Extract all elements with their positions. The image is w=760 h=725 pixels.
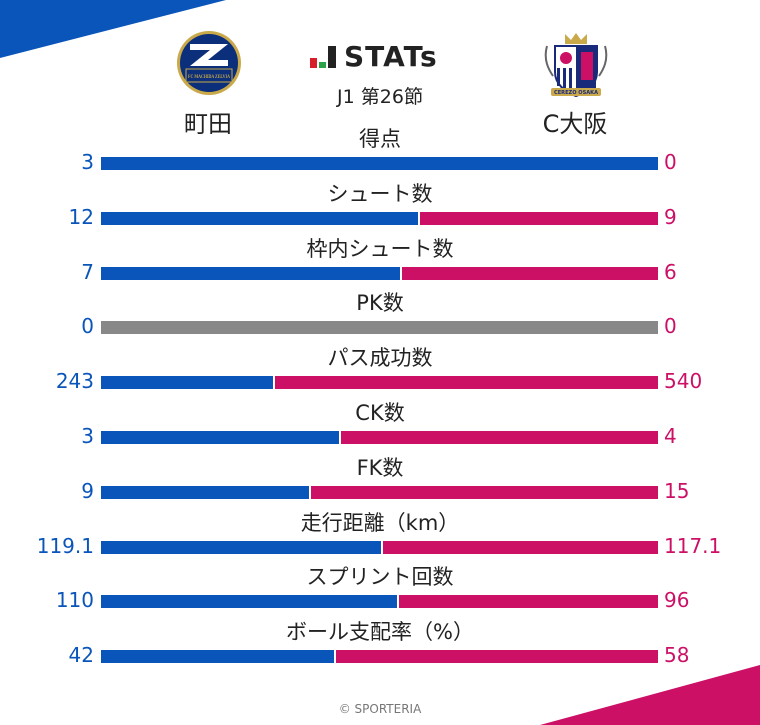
footer-credit: © SPORTERIA xyxy=(338,702,422,716)
away-logo-text: CEREZO OSAKA xyxy=(554,90,598,96)
stat-label: 得点 xyxy=(359,127,401,151)
home-value: 9 xyxy=(81,478,94,503)
away-value: 0 xyxy=(664,314,677,339)
stat-label: FK数 xyxy=(356,455,404,480)
home-value: 7 xyxy=(81,259,94,284)
away-bar xyxy=(420,211,658,225)
away-bar xyxy=(340,431,658,444)
home-bar xyxy=(101,540,381,554)
home-value: 243 xyxy=(55,369,94,394)
away-bar xyxy=(382,540,658,554)
away-value: 15 xyxy=(664,478,690,503)
home-value: 0 xyxy=(81,314,94,339)
machida-zelvia-logo: FC MACHIDA ZELVIA xyxy=(177,31,241,95)
away-value: 9 xyxy=(664,204,677,229)
away-bar xyxy=(274,376,658,390)
home-bar xyxy=(101,431,339,444)
home-value: 12 xyxy=(68,204,94,229)
away-team-name: C大阪 xyxy=(542,110,608,138)
cerezo-osaka-logo: CEREZO OSAKA xyxy=(544,33,608,98)
home-value: 42 xyxy=(68,643,94,668)
neutral-bar xyxy=(101,321,658,335)
stat-label: 走行距離（km） xyxy=(300,510,460,535)
home-bar xyxy=(101,157,658,170)
home-value: 110 xyxy=(55,588,94,613)
home-bar xyxy=(101,211,419,225)
home-value: 119.1 xyxy=(36,533,94,558)
home-bar xyxy=(101,376,273,390)
away-value: 0 xyxy=(664,150,677,174)
away-bar xyxy=(399,595,658,609)
away-bar xyxy=(335,650,658,664)
stats-title: STATs xyxy=(344,40,438,73)
home-bar xyxy=(101,485,309,499)
away-value: 96 xyxy=(664,588,690,613)
stat-label: 枠内シュート数 xyxy=(306,236,454,261)
away-value: 4 xyxy=(664,424,677,448)
bottom-right-pink-corner xyxy=(540,665,760,725)
stat-label: パス成功数 xyxy=(327,346,433,371)
round-label: J1 第26節 xyxy=(337,86,423,108)
jstats-logo-icon xyxy=(310,46,336,68)
stat-label: CK数 xyxy=(355,401,405,425)
away-value: 58 xyxy=(664,643,690,668)
stat-label: ボール支配率（%） xyxy=(286,620,474,645)
home-value: 3 xyxy=(81,424,94,448)
home-team-name: 町田 xyxy=(184,110,232,138)
top-left-blue-corner xyxy=(0,0,226,58)
stat-label: スプリント回数 xyxy=(306,565,454,590)
away-bar xyxy=(310,485,658,499)
away-value: 540 xyxy=(664,369,703,394)
away-value: 6 xyxy=(664,259,677,284)
home-logo-text: FC MACHIDA ZELVIA xyxy=(188,74,230,80)
home-value: 3 xyxy=(81,150,94,174)
away-bar xyxy=(401,266,658,280)
away-value: 117.1 xyxy=(664,533,722,558)
stat-label: シュート数 xyxy=(327,181,433,206)
home-bar xyxy=(101,266,400,280)
home-bar xyxy=(101,595,398,609)
stat-label: PK数 xyxy=(356,291,404,316)
home-bar xyxy=(101,650,334,664)
